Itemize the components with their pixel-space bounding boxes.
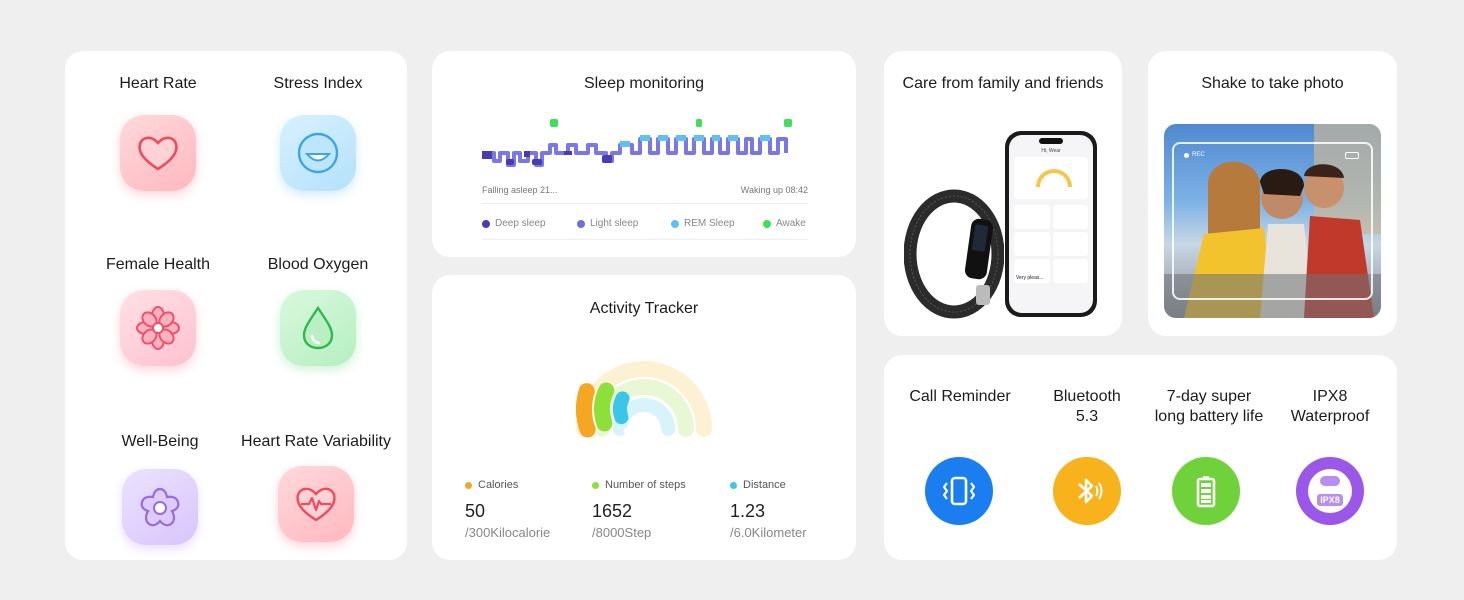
distance-ring: [613, 391, 630, 425]
rain-cloud-icon: [1320, 476, 1340, 486]
calories-legend: Calories: [465, 479, 518, 491]
battery-icon[interactable]: [1172, 457, 1240, 525]
phone-status-text: Very pleas...: [1016, 275, 1044, 281]
steps-ring: [593, 382, 615, 432]
sleep-title: Sleep monitoring: [583, 75, 705, 92]
sleep-monitoring-card: Sleep monitoring Falling asleep 21... Wa…: [432, 51, 856, 257]
distance-label: Distance: [743, 479, 786, 491]
family-care-card: Care from family and friends Hi, Wear Ve…: [884, 51, 1122, 336]
distance-unit: /6.0Kilometer: [730, 525, 807, 540]
sleep-divider-bottom: [482, 239, 808, 240]
bluetooth-icon[interactable]: [1053, 457, 1121, 525]
family-title: Care from family and friends: [902, 75, 1104, 92]
sleep-stage-chart: [482, 119, 792, 167]
flower-icon[interactable]: [120, 290, 196, 366]
vibrating-phone-icon[interactable]: [925, 457, 993, 525]
well-being-label: Well-Being: [121, 433, 199, 450]
hrv-label: Heart Rate Variability: [241, 433, 391, 450]
calories-ring: [575, 383, 596, 438]
light-sleep-dot: [577, 219, 585, 228]
light-sleep-label: Light sleep: [590, 218, 639, 229]
calories-value: 50: [465, 501, 486, 521]
rec-label: REC: [1192, 152, 1205, 158]
sleep-end-label: Waking up 08:42: [740, 185, 808, 195]
water-drop-icon[interactable]: [280, 290, 356, 366]
bluetooth-label: Bluetooth 5.3: [1053, 387, 1121, 427]
steps-value: 1652: [592, 501, 633, 521]
rec-indicator: REC: [1184, 152, 1205, 158]
awake-dot: [763, 219, 771, 228]
distance-legend: Distance: [730, 479, 786, 491]
blossom-icon[interactable]: [122, 469, 198, 545]
waterproof-line2: Waterproof: [1290, 408, 1370, 425]
waterproof-badge: IPX8: [1308, 469, 1352, 513]
photo-title: Shake to take photo: [1201, 75, 1344, 92]
phone-notch: [1039, 138, 1063, 144]
battery-label: 7-day super long battery life: [1155, 387, 1264, 427]
legend-awake: Awake: [763, 218, 806, 229]
battery-line1: 7-day super: [1166, 388, 1252, 405]
awake-label: Awake: [776, 218, 806, 229]
stress-index-label: Stress Index: [273, 75, 363, 92]
battery-line2: long battery life: [1154, 408, 1264, 425]
call-reminder-line1: Call Reminder: [909, 388, 1011, 405]
waterproof-line1: IPX8: [1312, 388, 1348, 405]
distance-dot: [730, 481, 737, 489]
call-reminder-label: Call Reminder: [909, 387, 1010, 407]
calories-dot: [465, 481, 472, 489]
legend-light-sleep: Light sleep: [577, 218, 638, 229]
battery-indicator-icon: [1345, 152, 1359, 159]
waterproof-badge-text: IPX8: [1317, 494, 1343, 506]
activity-tracker-card: Activity Tracker Calories 50 /300Kilocal…: [432, 275, 856, 560]
female-health-label: Female Health: [105, 256, 211, 273]
rem-sleep-label: REM Sleep: [684, 218, 735, 229]
camera-preview: REC: [1164, 124, 1381, 318]
health-features-card: Heart Rate Stress Index Female Health Bl…: [65, 51, 407, 560]
activity-title: Activity Tracker: [589, 300, 699, 317]
heart-pulse-icon[interactable]: [278, 466, 354, 542]
rec-dot: [1184, 152, 1189, 158]
steps-dot: [592, 481, 599, 489]
smart-band-image: [904, 189, 1004, 319]
phone-screen: Hi, Wear Very pleas...: [1009, 135, 1093, 313]
deep-sleep-label: Deep sleep: [495, 218, 546, 229]
steps-label: Number of steps: [605, 479, 686, 491]
legend-deep-sleep: Deep sleep: [482, 218, 546, 229]
steps-unit: /8000Step: [592, 525, 652, 540]
shake-photo-card: Shake to take photo REC: [1148, 51, 1397, 336]
phone-image: Hi, Wear Very pleas...: [1005, 131, 1097, 317]
sleep-divider-top: [482, 203, 808, 204]
calories-unit: /300Kilocalorie: [465, 525, 551, 540]
distance-value: 1.23: [730, 501, 766, 521]
activity-rings: [575, 361, 712, 459]
legend-rem-sleep: REM Sleep: [671, 218, 735, 229]
specs-card: Call Reminder Bluetooth 5.3 7-day super lo…: [884, 355, 1397, 560]
bluetooth-line2: 5.3: [1075, 408, 1099, 425]
viewfinder-frame: [1172, 142, 1373, 300]
calories-label: Calories: [478, 479, 519, 491]
blood-oxygen-label: Blood Oxygen: [267, 256, 369, 273]
sleep-start-label: Falling asleep 21...: [482, 185, 558, 195]
heart-icon[interactable]: [120, 115, 196, 191]
waterproof-icon[interactable]: IPX8: [1296, 457, 1364, 525]
heart-rate-label: Heart Rate: [119, 75, 197, 92]
rem-sleep-dot: [671, 219, 679, 228]
phone-gauge-card: [1014, 157, 1088, 199]
deep-sleep-dot: [482, 219, 490, 228]
phone-header: Hi, Wear: [1041, 148, 1061, 154]
bluetooth-line1: Bluetooth: [1053, 388, 1121, 405]
steps-legend: Number of steps: [592, 479, 686, 491]
smile-face-icon[interactable]: [280, 115, 356, 191]
waterproof-label: IPX8 Waterproof: [1291, 387, 1370, 427]
phone-tiles: Very pleas...: [1014, 205, 1088, 283]
